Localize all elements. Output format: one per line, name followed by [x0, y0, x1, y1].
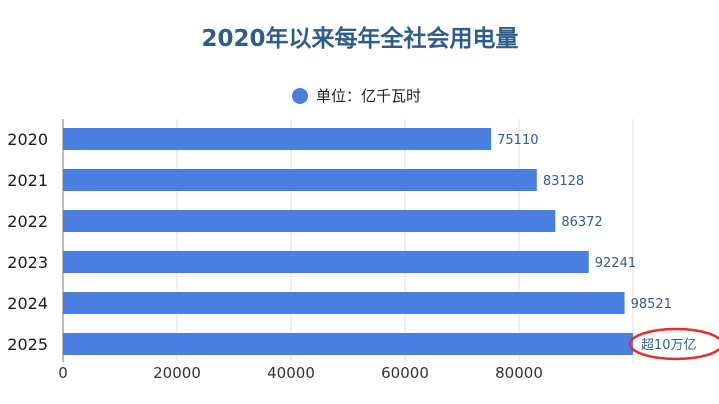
data-label: 98521 [631, 297, 672, 312]
y-tick-label: 2023 [7, 253, 48, 272]
legend: 单位：亿千瓦时 [292, 87, 421, 105]
legend-marker [292, 88, 308, 104]
data-labels: 75110 83128 86372 92241 98521 超10万亿 [497, 133, 696, 353]
x-tick-label: 40000 [267, 364, 315, 382]
data-label: 83128 [543, 174, 584, 189]
bar-2025 [63, 333, 633, 355]
data-label: 92241 [595, 256, 636, 271]
y-tick-label: 2022 [7, 212, 48, 231]
bars [63, 128, 633, 355]
gridlines [62, 119, 634, 362]
x-tick-label: 60000 [381, 364, 429, 382]
x-tick-label: 20000 [153, 364, 201, 382]
bar-2022 [63, 210, 556, 232]
legend-label: 单位：亿千瓦时 [316, 87, 421, 105]
y-tick-label: 2021 [7, 171, 48, 190]
bar-2021 [63, 169, 537, 191]
y-axis-labels: 2020 2021 2022 2023 2024 2025 [7, 130, 48, 354]
y-tick-label: 2024 [7, 294, 48, 313]
x-axis-labels: 0 20000 40000 60000 80000 [58, 364, 543, 382]
y-tick-label: 2025 [7, 335, 48, 354]
data-label: 超10万亿 [641, 338, 697, 353]
x-tick-label: 0 [58, 364, 68, 382]
y-tick-label: 2020 [7, 130, 48, 149]
bar-2020 [63, 128, 492, 150]
bar-2023 [63, 251, 589, 273]
annotation-ellipse [628, 327, 719, 361]
data-label: 86372 [561, 215, 602, 230]
x-tick-label: 80000 [495, 364, 543, 382]
data-label: 75110 [497, 133, 538, 148]
annotation [628, 327, 719, 361]
bar-2024 [63, 292, 625, 314]
chart-title: 2020年以来每年全社会用电量 [201, 25, 518, 52]
